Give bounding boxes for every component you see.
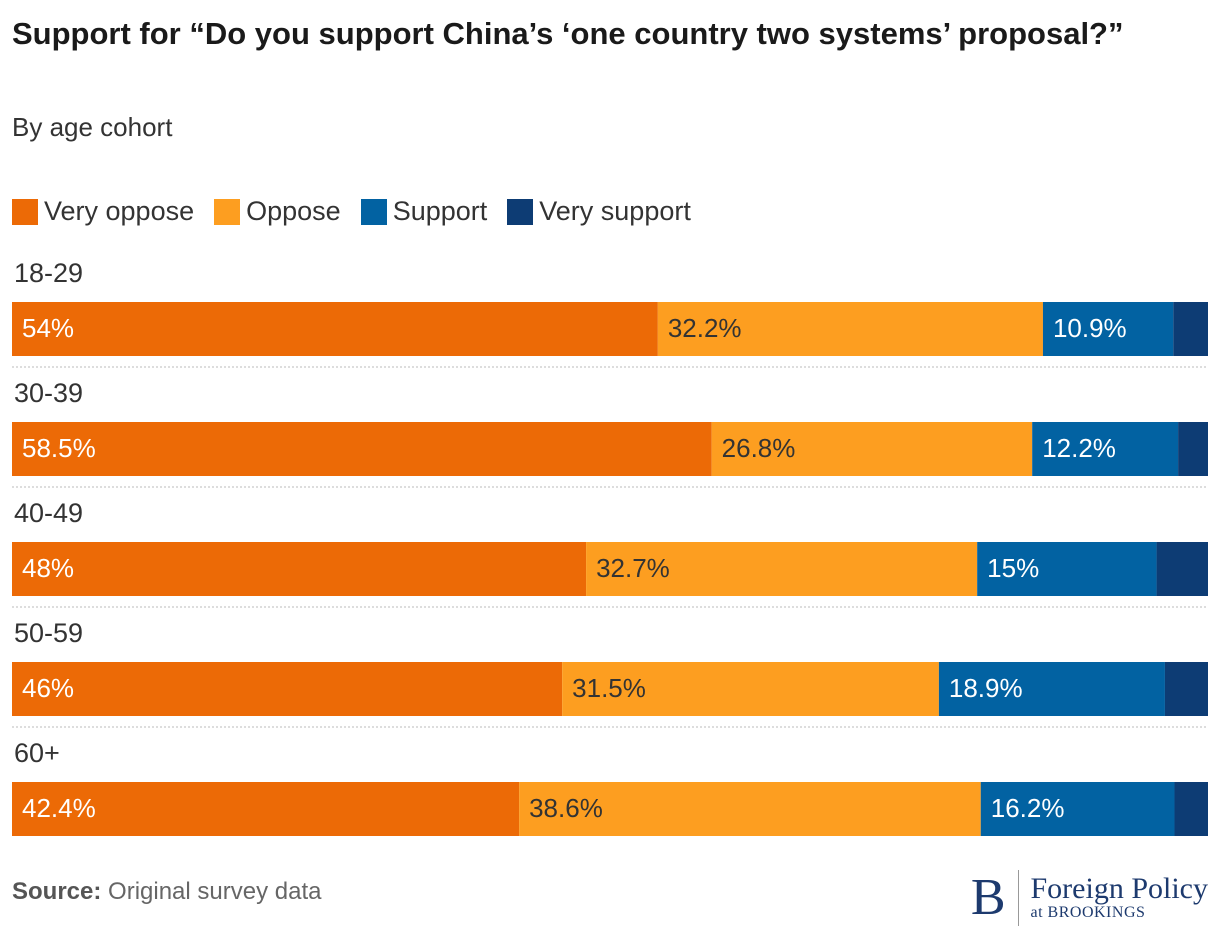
chart-subtitle: By age cohort xyxy=(12,112,173,142)
legend-label: Very oppose xyxy=(44,196,195,226)
bar-segment xyxy=(977,542,1157,596)
chart: 18-29 54% 32.2% 10.9% 30-39 58.5% 26.8% 12.2% 40… xyxy=(12,258,1208,836)
legend-item: Support xyxy=(360,196,488,227)
legend-label: Very support xyxy=(539,196,691,226)
value-label: 26.8% xyxy=(722,433,796,463)
source-label: Source: xyxy=(12,878,102,905)
value-label: 38.6% xyxy=(529,793,603,823)
legend-item: Very support xyxy=(507,196,691,227)
source: Source: Original survey data xyxy=(12,878,321,906)
bar-segment xyxy=(1164,662,1208,716)
value-label: 48% xyxy=(22,553,74,583)
bar-segment xyxy=(519,782,981,836)
legend-swatch xyxy=(214,198,241,225)
value-label: 31.5% xyxy=(572,673,646,703)
bar-segment xyxy=(12,302,658,356)
source-text: Original survey data xyxy=(108,878,322,905)
bar-segment xyxy=(1174,782,1208,836)
bar-segment xyxy=(586,542,978,596)
bar-segment xyxy=(1042,302,1174,356)
value-label: 16.2% xyxy=(991,793,1065,823)
bar-segment xyxy=(1032,422,1179,476)
value-label: 54% xyxy=(22,313,74,343)
value-label: 58.5% xyxy=(22,433,96,463)
chart-title: Support for “Do you support China’s ‘one… xyxy=(12,16,1124,51)
bar-segment xyxy=(1173,302,1208,356)
legend-swatch xyxy=(507,198,534,225)
category-label: 18-29 xyxy=(14,258,83,288)
value-label: 12.2% xyxy=(1042,433,1116,463)
legend-swatch xyxy=(360,198,387,225)
value-label: 32.2% xyxy=(668,313,742,343)
value-label: 32.7% xyxy=(596,553,670,583)
category-label: 50-59 xyxy=(14,618,83,648)
logo-mark: B xyxy=(971,870,1019,926)
logo-sub: at BROOKINGS xyxy=(1030,904,1146,921)
logo-text: Foreign Policy at BROOKINGS xyxy=(1031,874,1209,922)
legend: Very oppose Oppose Support Very support xyxy=(12,196,691,227)
legend-item: Oppose xyxy=(214,196,341,227)
legend-label: Oppose xyxy=(246,196,341,226)
bar-segment xyxy=(12,542,587,596)
category-label: 40-49 xyxy=(14,498,83,528)
bar-segment xyxy=(980,782,1175,836)
category-label: 30-39 xyxy=(14,378,83,408)
bar-segment xyxy=(657,302,1043,356)
bar-segment xyxy=(1178,422,1208,476)
value-label: 46% xyxy=(22,673,74,703)
bar-segment xyxy=(1156,542,1208,596)
legend-item: Very oppose xyxy=(12,196,194,227)
bar-segment xyxy=(12,662,563,716)
bar-segment xyxy=(12,782,520,836)
bar-segment xyxy=(711,422,1033,476)
category-label: 60+ xyxy=(14,738,60,768)
value-label: 10.9% xyxy=(1053,313,1127,343)
value-label: 15% xyxy=(987,553,1039,583)
legend-swatch xyxy=(12,198,38,225)
value-label: 18.9% xyxy=(949,673,1023,703)
legend-label: Support xyxy=(392,196,488,226)
value-label: 42.4% xyxy=(22,793,96,823)
logo: B Foreign Policy at BROOKINGS xyxy=(971,870,1208,926)
bar-segment xyxy=(562,662,939,716)
logo-name: Foreign Policy xyxy=(1030,872,1209,905)
bar-segment xyxy=(12,422,712,476)
bar-segment xyxy=(938,662,1165,716)
